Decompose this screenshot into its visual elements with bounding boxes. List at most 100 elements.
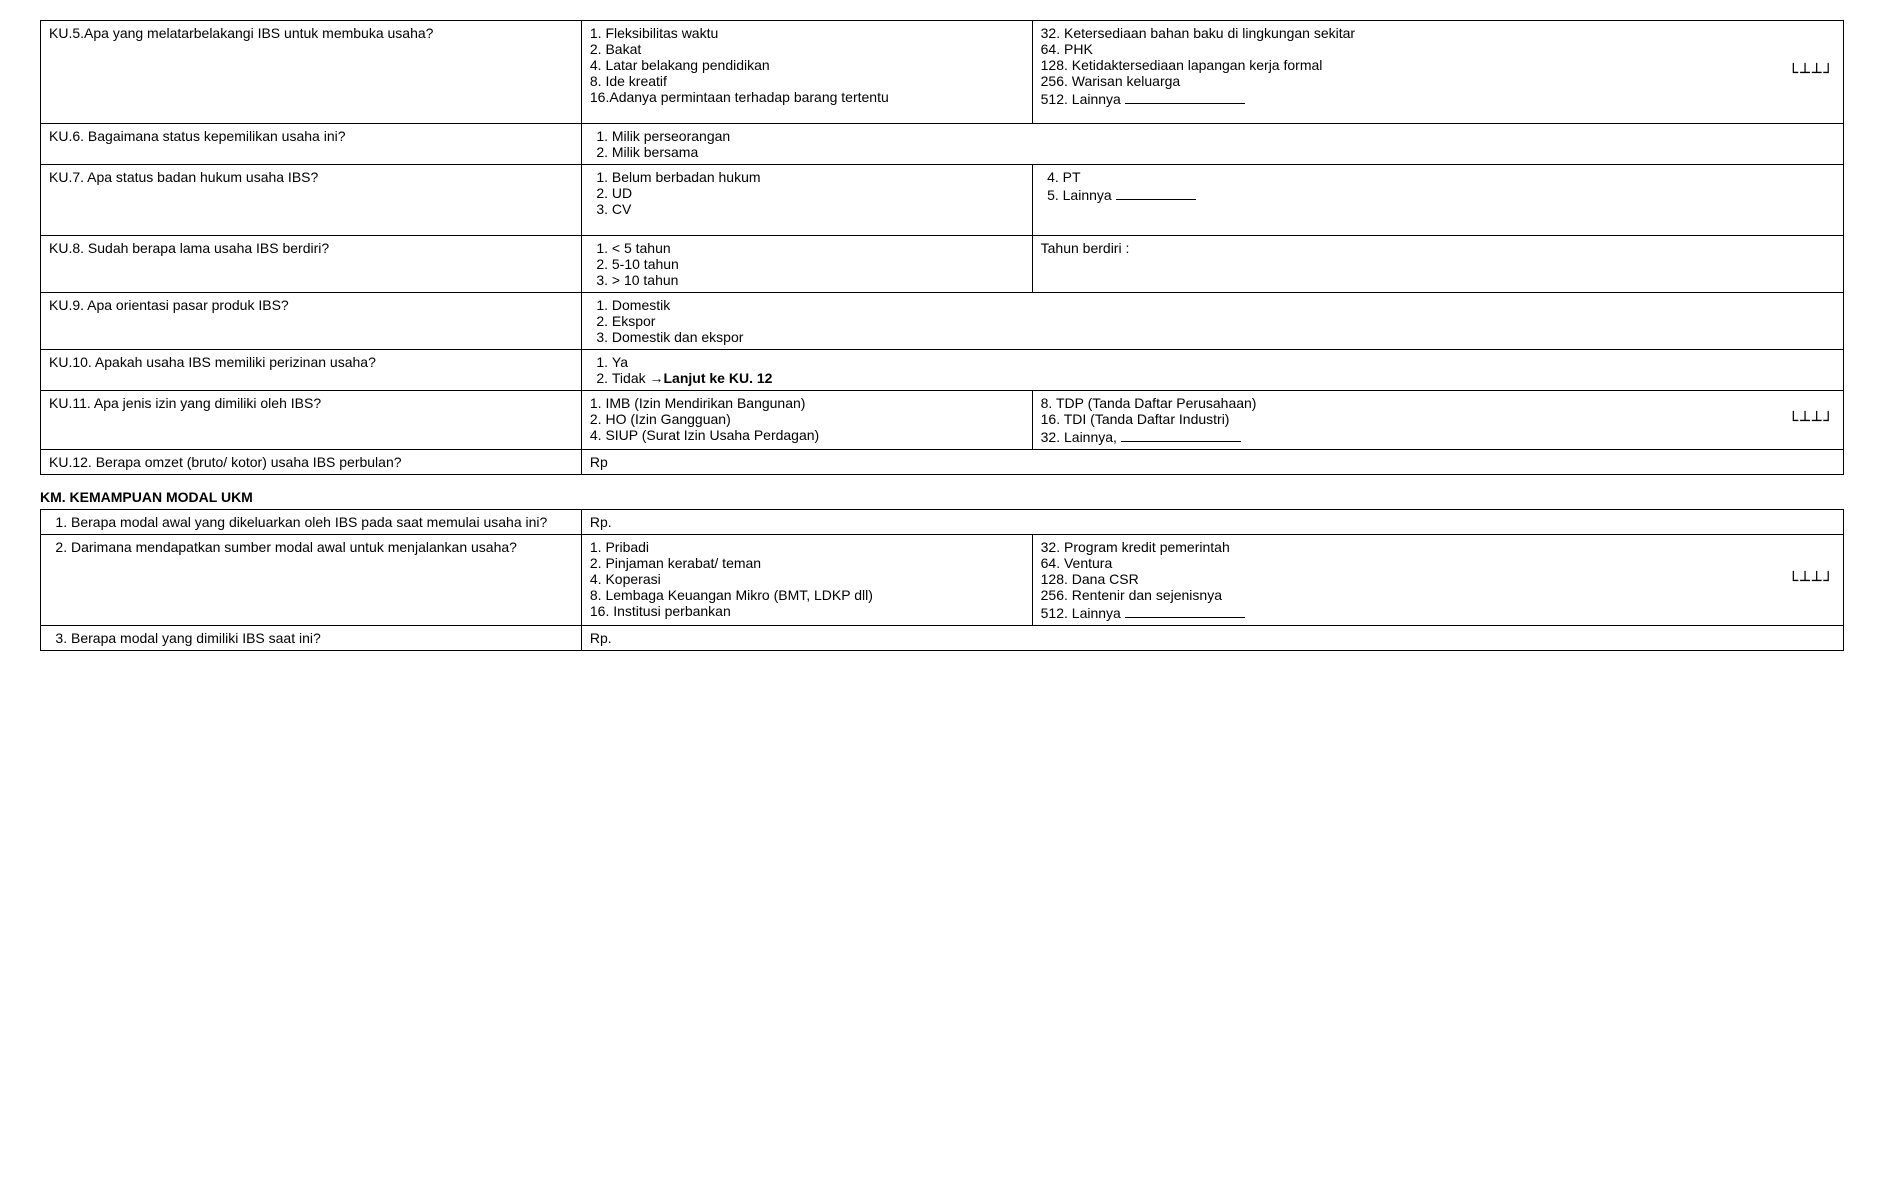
ku7-options-b: PT Lainnya <box>1032 165 1843 236</box>
ku12-question: KU.12. Berapa omzet (bruto/ kotor) usaha… <box>41 450 582 475</box>
row-ku9: KU.9. Apa orientasi pasar produk IBS? Do… <box>41 293 1844 350</box>
ku5-options-b: 32. Ketersediaan bahan baku di lingkunga… <box>1032 21 1717 124</box>
row-ku7: KU.7. Apa status badan hukum usaha IBS? … <box>41 165 1844 236</box>
ku6-a1: Milik perseorangan <box>612 128 1835 144</box>
km1-answer[interactable]: Rp. <box>581 510 1843 535</box>
km2-b2: 64. Ventura <box>1041 555 1710 571</box>
row-ku6: KU.6. Bagaimana status kepemilikan usaha… <box>41 124 1844 165</box>
ku5-a1: 1. Fleksibilitas waktu <box>590 25 1024 41</box>
ku5-question: KU.5.Apa yang melatarbelakangi IBS untuk… <box>41 21 582 124</box>
km2-code[interactable]: └┴┴┘ <box>1717 535 1843 626</box>
ku5-boxes: └┴┴┘ <box>1788 63 1835 82</box>
ku5-b4: 256. Warisan keluarga <box>1041 73 1710 89</box>
ku9-a2: Ekspor <box>612 313 1835 329</box>
ku11-a3: 4. SIUP (Surat Izin Usaha Perdagan) <box>590 427 1024 443</box>
ku7-lainnya-blank[interactable] <box>1116 185 1196 200</box>
ku7-b2-label: Lainnya <box>1063 187 1116 203</box>
ku7-options-a: Belum berbadan hukum UD CV <box>581 165 1032 236</box>
ku5-b2: 64. PHK <box>1041 41 1710 57</box>
ku5-a3: 4. Latar belakang pendidikan <box>590 57 1024 73</box>
ku11-options-b: 8. TDP (Tanda Daftar Perusahaan) 16. TDI… <box>1032 391 1717 450</box>
km-section-title: KM. KEMAMPUAN MODAL UKM <box>40 489 1844 505</box>
ku11-b2: 16. TDI (Tanda Daftar Industri) <box>1041 411 1710 427</box>
row-km3: Berapa modal yang dimiliki IBS saat ini?… <box>41 626 1844 651</box>
ku5-a2: 2. Bakat <box>590 41 1024 57</box>
row-ku5: KU.5.Apa yang melatarbelakangi IBS untuk… <box>41 21 1844 124</box>
ku5-b5-label: 512. Lainnya <box>1041 91 1125 107</box>
ku6-a2: Milik bersama <box>612 144 1835 160</box>
km2-a4: 8. Lembaga Keuangan Mikro (BMT, LDKP dll… <box>590 587 1024 603</box>
ku11-b1: 8. TDP (Tanda Daftar Perusahaan) <box>1041 395 1710 411</box>
ku7-b1: PT <box>1063 169 1835 185</box>
ku7-question: KU.7. Apa status badan hukum usaha IBS? <box>41 165 582 236</box>
ku8-a3: > 10 tahun <box>612 272 1024 288</box>
km1-question: Berapa modal awal yang dikeluarkan oleh … <box>41 510 582 535</box>
row-km1: Berapa modal awal yang dikeluarkan oleh … <box>41 510 1844 535</box>
ku11-code[interactable]: └┴┴┘ <box>1717 391 1843 450</box>
km2-a5: 16. Institusi perbankan <box>590 603 1024 619</box>
km2-a1: 1. Pribadi <box>590 539 1024 555</box>
ku5-code[interactable]: └┴┴┘ <box>1717 21 1843 124</box>
row-ku10: KU.10. Apakah usaha IBS memiliki perizin… <box>41 350 1844 391</box>
ku6-question: KU.6. Bagaimana status kepemilikan usaha… <box>41 124 582 165</box>
ku6-options: Milik perseorangan Milik bersama <box>581 124 1843 165</box>
ku5-lainnya-blank[interactable] <box>1125 89 1245 104</box>
ku9-a1: Domestik <box>612 297 1835 313</box>
ku10-a2-bold: Lanjut ke KU. 12 <box>664 370 773 386</box>
km2-b1: 32. Program kredit pemerintah <box>1041 539 1710 555</box>
ku5-a5: 16.Adanya permintaan terhadap barang ter… <box>590 89 1024 105</box>
ku11-boxes: └┴┴┘ <box>1788 411 1835 430</box>
ku8-a2: 5-10 tahun <box>612 256 1024 272</box>
ku11-a1: 1. IMB (Izin Mendirikan Bangunan) <box>590 395 1024 411</box>
ku11-question: KU.11. Apa jenis izin yang dimiliki oleh… <box>41 391 582 450</box>
km2-b5-label: 512. Lainnya <box>1041 605 1125 621</box>
row-km2: Darimana mendapatkan sumber modal awal u… <box>41 535 1844 626</box>
ku5-b1: 32. Ketersediaan bahan baku di lingkunga… <box>1041 25 1710 41</box>
row-ku8: KU.8. Sudah berapa lama usaha IBS berdir… <box>41 236 1844 293</box>
km3-q-text: Berapa modal yang dimiliki IBS saat ini? <box>71 630 573 646</box>
ku11-lainnya-blank[interactable] <box>1121 427 1241 442</box>
km1-q-text: Berapa modal awal yang dikeluarkan oleh … <box>71 514 573 530</box>
km-table: Berapa modal awal yang dikeluarkan oleh … <box>40 509 1844 651</box>
ku7-a2: UD <box>612 185 1024 201</box>
ku7-b2: Lainnya <box>1063 185 1835 203</box>
km3-answer[interactable]: Rp. <box>581 626 1843 651</box>
ku9-a3: Domestik dan ekspor <box>612 329 1835 345</box>
km2-a2: 2. Pinjaman kerabat/ teman <box>590 555 1024 571</box>
ku8-options-a: < 5 tahun 5-10 tahun > 10 tahun <box>581 236 1032 293</box>
km2-b3: 128. Dana CSR <box>1041 571 1710 587</box>
ku10-a2: Tidak →Lanjut ke KU. 12 <box>612 370 1835 386</box>
ku-table: KU.5.Apa yang melatarbelakangi IBS untuk… <box>40 20 1844 475</box>
ku5-a4: 8. Ide kreatif <box>590 73 1024 89</box>
ku5-b5: 512. Lainnya <box>1041 89 1710 107</box>
ku5-options-a: 1. Fleksibilitas waktu 2. Bakat 4. Latar… <box>581 21 1032 124</box>
row-ku11: KU.11. Apa jenis izin yang dimiliki oleh… <box>41 391 1844 450</box>
ku11-b3: 32. Lainnya, <box>1041 427 1710 445</box>
ku10-options: Ya Tidak →Lanjut ke KU. 12 <box>581 350 1843 391</box>
km2-q-text: Darimana mendapatkan sumber modal awal u… <box>71 539 573 555</box>
ku8-a1: < 5 tahun <box>612 240 1024 256</box>
ku7-a3: CV <box>612 201 1024 217</box>
ku12-answer[interactable]: Rp <box>581 450 1843 475</box>
ku7-a1: Belum berbadan hukum <box>612 169 1024 185</box>
km2-question: Darimana mendapatkan sumber modal awal u… <box>41 535 582 626</box>
ku5-b3: 128. Ketidaktersediaan lapangan kerja fo… <box>1041 57 1710 73</box>
ku10-question: KU.10. Apakah usaha IBS memiliki perizin… <box>41 350 582 391</box>
ku11-b3-label: 32. Lainnya, <box>1041 429 1121 445</box>
km2-options-b: 32. Program kredit pemerintah 64. Ventur… <box>1032 535 1717 626</box>
km2-a3: 4. Koperasi <box>590 571 1024 587</box>
km2-b4: 256. Rentenir dan sejenisnya <box>1041 587 1710 603</box>
ku10-a2-pre: Tidak → <box>612 370 664 386</box>
ku10-a1: Ya <box>612 354 1835 370</box>
ku8-question: KU.8. Sudah berapa lama usaha IBS berdir… <box>41 236 582 293</box>
km2-boxes: └┴┴┘ <box>1788 571 1835 590</box>
km2-options-a: 1. Pribadi 2. Pinjaman kerabat/ teman 4.… <box>581 535 1032 626</box>
ku11-a2: 2. HO (Izin Gangguan) <box>590 411 1024 427</box>
km2-lainnya-blank[interactable] <box>1125 603 1245 618</box>
km2-b5: 512. Lainnya <box>1041 603 1710 621</box>
ku9-question: KU.9. Apa orientasi pasar produk IBS? <box>41 293 582 350</box>
km3-question: Berapa modal yang dimiliki IBS saat ini? <box>41 626 582 651</box>
ku11-options-a: 1. IMB (Izin Mendirikan Bangunan) 2. HO … <box>581 391 1032 450</box>
row-ku12: KU.12. Berapa omzet (bruto/ kotor) usaha… <box>41 450 1844 475</box>
ku8-tahun: Tahun berdiri : <box>1032 236 1843 293</box>
